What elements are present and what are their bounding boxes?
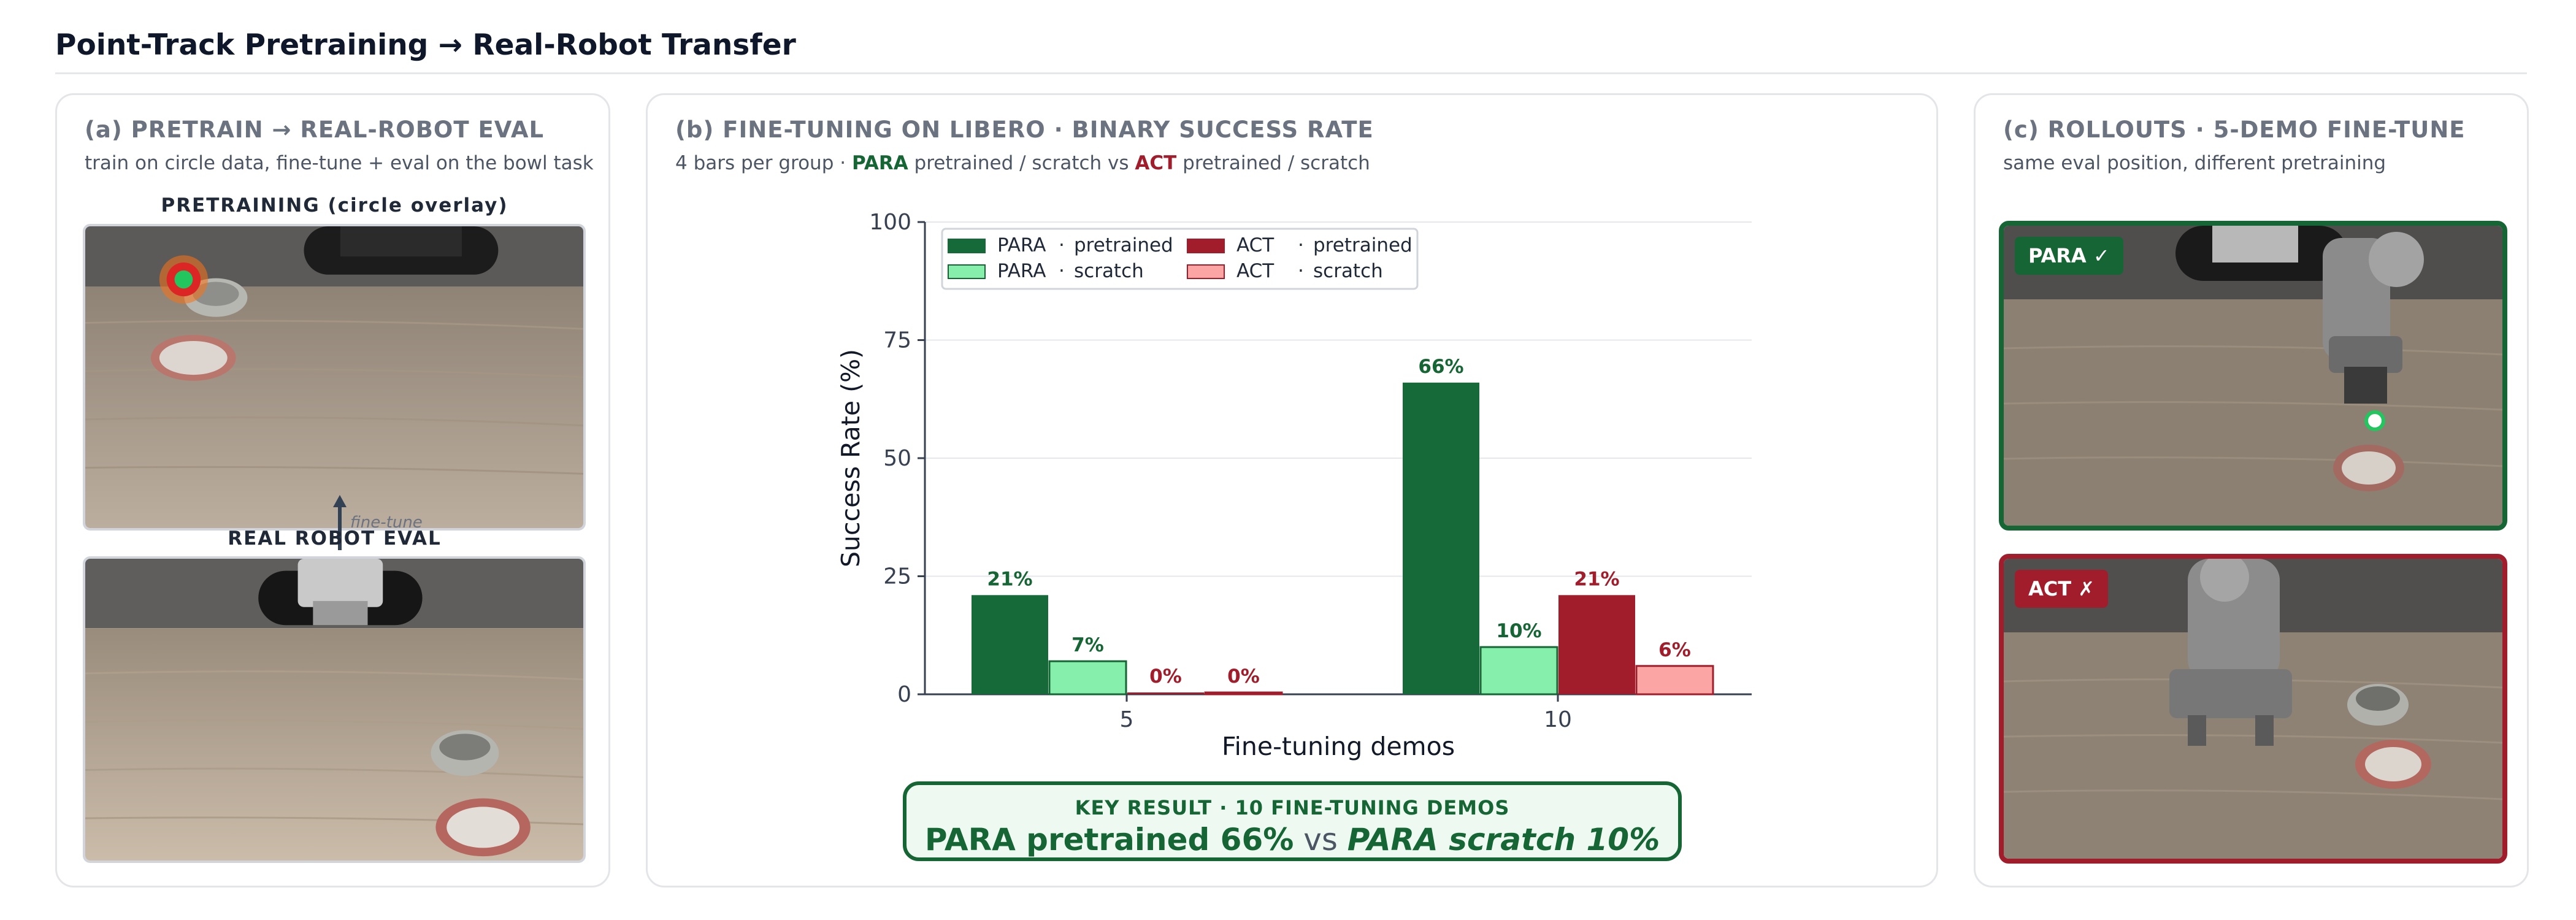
y-tick-label: 0 — [897, 682, 911, 707]
key-result-vs: vs — [1294, 822, 1347, 857]
legend-box — [941, 228, 1419, 290]
fine-tune-arrow-icon — [333, 495, 347, 550]
pretraining-image — [83, 224, 586, 531]
pretraining-label: PRETRAINING (circle overlay) — [161, 194, 508, 217]
subtitle-para: PARA — [851, 152, 908, 174]
legend-variant-label: pretrained — [1313, 234, 1413, 256]
panel-c-subtitle: same eval position, different pretrainin… — [2003, 152, 2386, 174]
key-result-line: PARA pretrained 66% vs PARA scratch 10% — [907, 822, 1678, 857]
legend-separator: · — [1059, 234, 1065, 256]
bar-para-pretrained-10 — [1403, 382, 1479, 694]
act-failure-badge: ACT ✗ — [2015, 570, 2109, 608]
bar-value-label: 21% — [1574, 568, 1619, 590]
success-rate-bar-chart: 0 25 50 75 100 21% 66% 7% 10% 0% 21% 0% 6% 5 10 Fine-tu… — [836, 210, 1752, 761]
legend-variant-label: pretrained — [1074, 234, 1173, 256]
panel-pretrain-eval: (a) PRETRAIN → REAL-ROBOT EVAL train on … — [55, 93, 610, 887]
fine-tune-label: fine-tune — [350, 513, 423, 532]
bar-value-label: 10% — [1496, 620, 1541, 642]
title-divider — [55, 72, 2527, 74]
y-tick-label: 50 — [883, 446, 911, 471]
bar-value-label: 66% — [1418, 356, 1463, 378]
act-rollout-image: ACT ✗ — [1999, 554, 2507, 864]
subtitle-act: ACT — [1135, 152, 1177, 174]
subtitle-mid-1: pretrained / scratch vs — [908, 152, 1135, 174]
legend-separator: · — [1298, 260, 1304, 282]
bar-para-pretrained-5 — [972, 595, 1048, 694]
real-robot-eval-label: REAL ROBOT EVAL — [228, 527, 442, 550]
bar-value-label: 0% — [1149, 665, 1182, 688]
key-result-right: PARA scratch 10% — [1347, 822, 1660, 857]
y-tick-label: 75 — [883, 328, 911, 353]
bar-para-scratch-10 — [1479, 646, 1558, 696]
legend-model-label: ACT — [1236, 260, 1275, 282]
legend-model-label: PARA — [997, 260, 1046, 282]
para-rollout-image: PARA ✓ — [1999, 221, 2507, 531]
bar-para-scratch-5 — [1048, 660, 1127, 696]
panel-a-subtitle: train on circle data, fine-tune + eval o… — [85, 152, 594, 174]
legend-variant-label: scratch — [1313, 260, 1383, 282]
y-axis-label: Success Rate (%) — [836, 349, 865, 567]
legend-separator: · — [1298, 234, 1304, 256]
bar-act-pretrained-10 — [1558, 595, 1635, 694]
x-axis-label: Fine-tuning demos — [1222, 732, 1455, 761]
x-tick-label: 5 — [1120, 707, 1134, 732]
panel-b-title: (b) FINE-TUNING ON LIBERO · BINARY SUCCE… — [675, 117, 1374, 143]
panel-c-title: (c) ROLLOUTS · 5-DEMO FINE-TUNE — [2003, 117, 2466, 143]
legend-swatch-act-pretrained — [1187, 239, 1225, 253]
subtitle-mid-2: pretrained / scratch — [1176, 152, 1370, 174]
bar-value-label: 21% — [987, 568, 1032, 590]
legend-swatch-para-pretrained — [948, 239, 986, 253]
para-success-badge: PARA ✓ — [2015, 237, 2123, 275]
real-robot-eval-image — [83, 556, 586, 863]
subtitle-prefix: 4 bars per group · — [675, 152, 852, 174]
panel-a-title: (a) PRETRAIN → REAL-ROBOT EVAL — [85, 117, 545, 143]
panel-rollouts: (c) ROLLOUTS · 5-DEMO FINE-TUNE same eva… — [1974, 93, 2529, 887]
legend-swatch-para-scratch — [948, 264, 986, 279]
key-result-left: PARA pretrained 66% — [924, 822, 1294, 857]
page-title: Point-Track Pretraining → Real-Robot Tra… — [55, 28, 796, 62]
x-tick-label: 10 — [1544, 707, 1572, 732]
legend-model-label: PARA — [997, 234, 1046, 256]
panel-b-subtitle: 4 bars per group · PARA pretrained / scr… — [675, 152, 1370, 174]
bar-value-label: 6% — [1658, 639, 1691, 661]
y-tick-label: 25 — [883, 564, 911, 589]
key-result-heading: KEY RESULT · 10 FINE-TUNING DEMOS — [1075, 796, 1510, 819]
key-result-box: KEY RESULT · 10 FINE-TUNING DEMOS PARA p… — [903, 781, 1682, 861]
legend-variant-label: scratch — [1074, 260, 1144, 282]
legend-model-label: ACT — [1236, 234, 1275, 256]
legend-swatch-act-scratch — [1187, 264, 1225, 279]
bar-act-scratch-5 — [1204, 691, 1283, 696]
panel-fine-tuning-chart: (b) FINE-TUNING ON LIBERO · BINARY SUCCE… — [646, 93, 1938, 887]
legend-separator: · — [1059, 260, 1065, 282]
y-tick-label: 100 — [869, 210, 911, 235]
bar-value-label: 0% — [1227, 665, 1260, 688]
bar-act-scratch-10 — [1635, 665, 1714, 696]
bar-act-pretrained-5 — [1127, 692, 1204, 694]
bar-value-label: 7% — [1071, 634, 1104, 656]
